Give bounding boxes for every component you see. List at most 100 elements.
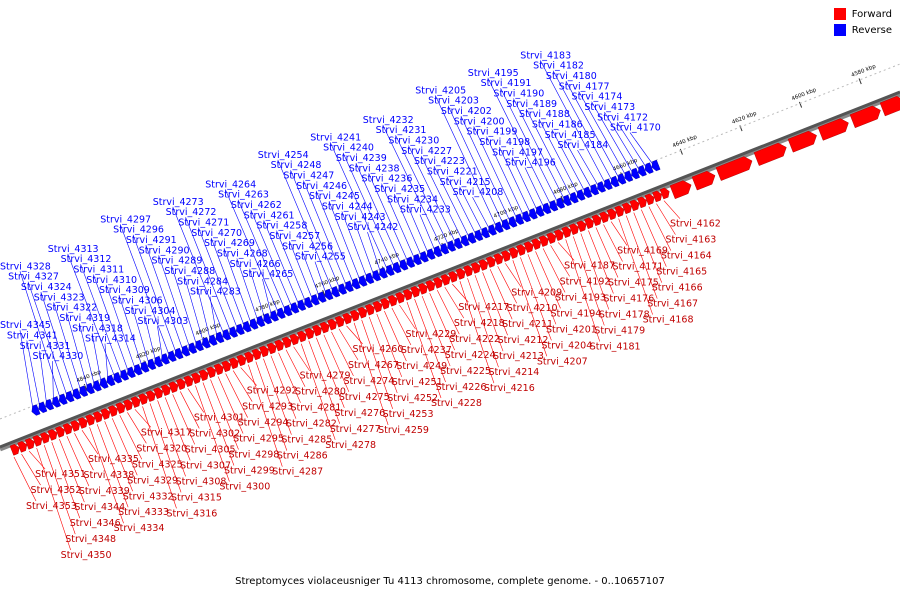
gene-shape [242,321,252,333]
tick-mark [679,148,683,155]
gene-arrow-forward [691,170,716,191]
gene-arrow-reverse [72,388,82,400]
gene-shape [481,226,491,239]
leader-forward [308,340,341,424]
leader-forward [361,319,393,410]
gene-arrow-forward [493,253,504,265]
leader-reverse [19,271,61,399]
gene-label-reverse: Strvi_4272 [166,207,217,218]
leader-forward [66,436,90,487]
gene-shape [691,170,716,191]
gene-arrow-reverse [58,393,68,405]
leader-forward [618,218,653,315]
gene-arrow-reverse [222,329,232,341]
gene-arrow-reverse [528,208,538,220]
leader-forward [338,328,359,361]
gene-label-forward: Strvi_4229 [405,329,456,340]
leader-forward [452,283,469,303]
leader-reverse [459,186,483,232]
gene-shape [145,390,156,402]
gene-shape [281,336,292,349]
gene-arrow-reverse [617,173,627,185]
gene-label-forward: Strvi_4346 [70,518,121,529]
leader-reverse [196,286,211,340]
gene-arrow-forward [32,435,43,447]
leader-reverse [473,126,518,219]
leader-forward [285,349,306,387]
gene-label-reverse: Strvi_4270 [191,228,242,239]
leader-reverse [500,88,558,203]
leader-reverse [419,214,436,251]
gene-shape [364,303,375,316]
leader-forward [550,245,570,277]
gene-shape [45,398,55,411]
gene-label-forward: Strvi_4280 [295,387,346,398]
gene-shape [312,324,322,337]
gene-label-reverse: Strvi_4215 [440,177,491,188]
leader-reverse [381,183,415,259]
gene-shape [9,444,20,456]
gene-shape [426,248,436,260]
gene-arrow-forward [304,327,315,340]
gene-arrow-reverse [508,216,518,228]
gene-label-forward: Strvi_4316 [166,508,217,519]
gene-arrow-reverse [52,396,61,408]
leader-forward [391,307,412,346]
gene-shape [153,387,164,399]
gene-arrow-reverse [494,221,504,233]
leader-forward [232,370,253,402]
gene-arrow-reverse [215,331,225,344]
gene-label-forward: Strvi_4335 [88,454,139,465]
gene-label-reverse: Strvi_4271 [178,218,229,229]
gene-label-forward: Strvi_4249 [396,361,447,372]
leader-reverse [105,284,136,369]
gene-label-forward: Strvi_4305 [185,444,236,455]
gene-arrow-reverse [651,159,661,172]
gene-label-reverse: Strvi_4190 [493,89,544,100]
gene-label-reverse: Strvi_4265 [242,269,293,280]
gene-shape [181,345,191,357]
gene-shape [659,187,670,200]
tick-label: 4580 kbp [851,64,878,79]
leader-reverse [604,111,640,171]
leader-reverse [19,330,34,410]
gene-label-forward: Strvi_4225 [440,366,491,377]
gene-shape [86,382,95,395]
leader-forward [527,254,557,325]
gene-label-forward: Strvi_4213 [493,351,544,362]
gene-arrow-forward [9,444,20,456]
gene-arrow-reverse [154,355,164,368]
gene-label-forward: Strvi_4179 [594,325,645,336]
tick-mark [798,101,803,108]
gene-label-reverse: Strvi_4330 [32,351,83,362]
gene-label-reverse: Strvi_4331 [20,341,71,352]
leader-reverse [223,248,252,324]
gene-arrow-forward [440,274,451,286]
leader-forward [384,310,407,362]
leader-reverse [314,261,327,294]
gene-label-forward: Strvi_4353 [26,501,77,512]
gene-arrow-forward [312,324,322,337]
gene-label-reverse: Strvi_4297 [100,214,151,225]
leader-forward [43,445,76,535]
gene-arrow-reverse [106,374,116,387]
leader-reverse [577,149,599,187]
gene-arrow-reverse [249,318,259,330]
gene-label-reverse: Strvi_4180 [546,71,597,82]
gene-label-forward: Strvi_4226 [436,382,487,393]
gene-label-reverse: Strvi_4191 [481,78,532,89]
gene-arrow-reverse [631,167,641,180]
gene-label-reverse: Strvi_4242 [347,222,398,233]
legend: Forward Reverse [833,8,892,40]
leader-reverse [250,209,293,308]
leader-reverse [27,281,68,396]
leader-reverse [315,190,354,283]
leader-reverse [144,315,156,361]
gene-arrow-forward [70,420,80,432]
gene-shape [208,334,218,346]
gene-arrow-reverse [563,194,572,207]
gene-arrow-reverse [86,382,95,395]
leader-forward [505,263,522,288]
gene-arrow-reverse [426,248,436,260]
gene-arrow-forward [85,414,96,426]
